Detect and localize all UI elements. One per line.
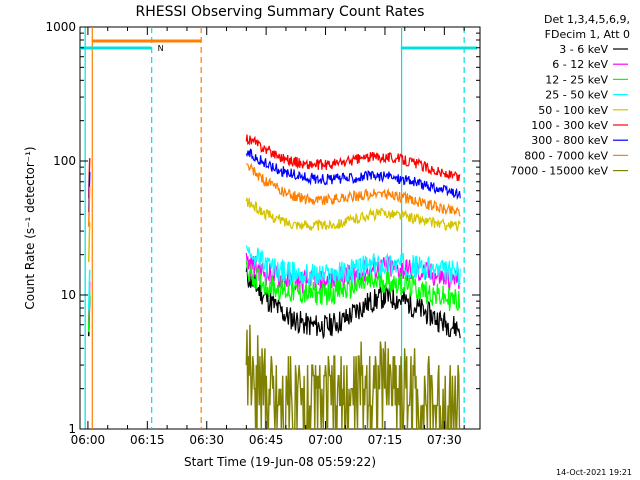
legend: Det 1,3,4,5,6,9, FDecim 1, Att 0 3 - 6 k…: [510, 13, 630, 178]
series-line: [245, 162, 461, 217]
axes: 06:00 06:15 06:30 06:45 07:00 07:15 07:30 1 10 10…: [45, 20, 480, 447]
x-axis-label: Start Time (19-Jun-08 05:59:22): [184, 455, 376, 469]
series-line: [245, 245, 461, 287]
series-line: [245, 134, 461, 181]
series-start-spike: [87, 269, 91, 310]
x-tick-label: 07:30: [427, 433, 462, 447]
legend-entry-label: 6 - 12 keV: [552, 58, 608, 71]
series-start-spike: [87, 222, 91, 263]
flag-lines: N: [80, 27, 477, 429]
legend-entry-label: 50 - 100 keV: [538, 104, 608, 117]
x-tick-label: 06:15: [130, 433, 165, 447]
legend-entry-label: 12 - 25 keV: [545, 73, 608, 86]
legend-entry-label: 25 - 50 keV: [545, 89, 608, 102]
chart-title: RHESSI Observing Summary Count Rates: [136, 4, 425, 20]
series-start-spike: [87, 186, 91, 227]
series-layer: [87, 134, 461, 430]
legend-entry-label: 300 - 800 keV: [531, 134, 608, 147]
y-tick-label: 100: [53, 154, 76, 168]
series-line: [245, 197, 461, 232]
x-tick-label: 06:45: [249, 433, 284, 447]
x-tick-label: 07:15: [368, 433, 403, 447]
x-tick-label: 06:00: [71, 433, 106, 447]
y-tick-label: 10: [61, 288, 76, 302]
footer-timestamp: 14-Oct-2021 19:21: [556, 468, 632, 477]
legend-entry-label: 3 - 6 keV: [559, 43, 608, 56]
y-tick-label: 1000: [45, 20, 76, 34]
legend-entry-label: 100 - 300 keV: [531, 119, 608, 132]
x-tick-label: 07:00: [308, 433, 343, 447]
y-axis-label: Count Rate (s⁻¹ detector⁻¹): [23, 146, 37, 309]
series-line: [245, 266, 461, 340]
series-line: [245, 324, 461, 430]
legend-entry-label: 7000 - 15000 keV: [510, 165, 608, 178]
series-line: [245, 148, 461, 201]
y-tick-label: 1: [68, 422, 76, 436]
legend-header-line2: FDecim 1, Att 0: [545, 28, 630, 41]
x-tick-label: 06:30: [189, 433, 224, 447]
legend-entry-label: 800 - 7000 keV: [524, 149, 608, 162]
legend-header-line1: Det 1,3,4,5,6,9,: [544, 13, 630, 26]
flag-label-n: N: [158, 44, 164, 53]
plot-area: [79, 26, 481, 430]
